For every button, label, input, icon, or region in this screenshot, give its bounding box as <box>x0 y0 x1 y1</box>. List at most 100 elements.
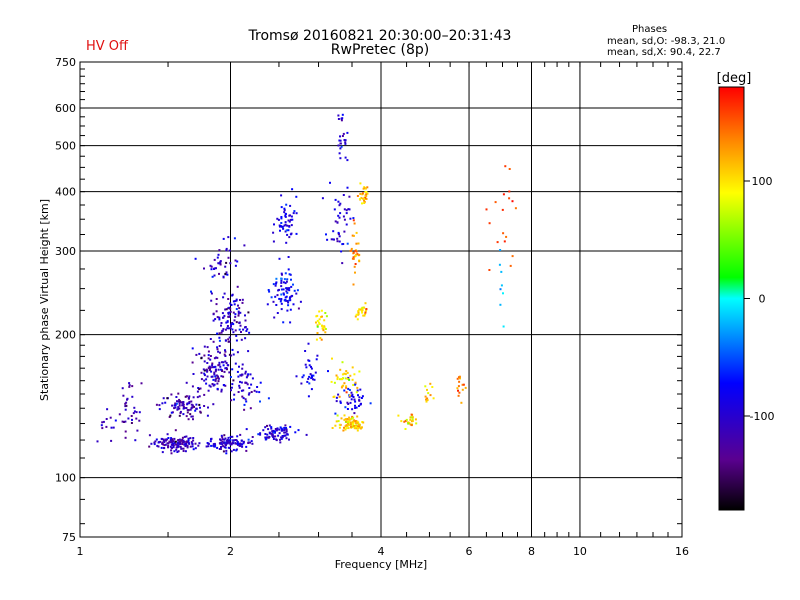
scatter-point <box>345 385 348 388</box>
scatter-point <box>130 415 133 417</box>
scatter-point <box>271 434 274 437</box>
scatter-point <box>297 307 300 310</box>
scatter-point <box>249 373 252 376</box>
scatter-point <box>185 381 188 384</box>
scatter-point <box>176 400 178 403</box>
scatter-point <box>220 375 223 378</box>
scatter-point <box>352 219 355 222</box>
scatter-point <box>153 443 156 446</box>
scatter-point <box>226 368 228 371</box>
scatter-point <box>278 288 280 291</box>
scatter-point <box>195 407 198 410</box>
scatter-point <box>250 440 253 443</box>
scatter-point <box>157 445 160 448</box>
scatter-point <box>272 231 275 234</box>
scatter-point <box>274 284 277 287</box>
scatter-point <box>268 290 271 293</box>
scatter-point <box>281 436 284 439</box>
scatter-point <box>134 439 137 442</box>
scatter-point <box>322 329 325 332</box>
scatter-point <box>230 450 233 453</box>
scatter-point <box>343 382 346 385</box>
scatter-point <box>217 375 219 378</box>
scatter-point <box>357 394 359 397</box>
scatter-point <box>219 261 222 264</box>
scatter-point <box>232 331 235 334</box>
scatter-point <box>196 396 199 399</box>
scatter-point <box>338 204 341 207</box>
scatter-point <box>345 209 348 212</box>
scatter-point <box>174 404 177 407</box>
scatter-point <box>249 407 252 410</box>
scatter-point <box>222 364 225 367</box>
scatter-point <box>334 220 337 223</box>
scatter-point <box>162 443 164 446</box>
scatter-point <box>266 303 269 306</box>
scatter-point <box>343 218 346 221</box>
scatter-point <box>177 406 180 409</box>
scatter-point <box>229 307 232 310</box>
scatter-point <box>169 445 172 448</box>
scatter-point <box>365 308 368 310</box>
scatter-point <box>243 244 246 247</box>
scatter-point <box>341 113 344 116</box>
scatter-point <box>335 374 338 377</box>
scatter-point <box>222 296 225 299</box>
scatter-point <box>316 324 319 327</box>
scatter-point <box>330 238 333 241</box>
scatter-point <box>509 264 512 267</box>
scatter-point <box>369 402 372 405</box>
scatter-point <box>353 427 356 430</box>
scatter-point <box>410 416 413 419</box>
scatter-point <box>105 425 108 428</box>
scatter-point <box>219 368 222 371</box>
scatter-point <box>354 263 357 265</box>
scatter-point <box>281 225 283 228</box>
scatter-point <box>343 372 346 375</box>
scatter-point <box>140 382 143 385</box>
scatter-point <box>203 360 206 363</box>
scatter-point <box>300 382 303 385</box>
scatter-point <box>218 339 221 342</box>
scatter-point <box>196 390 199 393</box>
scatter-point <box>225 452 228 455</box>
scatter-point <box>173 441 176 444</box>
scatter-point <box>288 214 291 217</box>
scatter-point <box>186 411 189 414</box>
scatter-point <box>241 445 244 448</box>
scatter-point <box>508 168 511 170</box>
scatter-point <box>121 420 124 423</box>
scatter-point <box>363 306 366 309</box>
scatter-point <box>339 142 342 145</box>
scatter-point <box>285 428 288 431</box>
scatter-point <box>257 433 260 436</box>
scatter-point <box>346 425 349 427</box>
scatter-point <box>229 262 232 265</box>
scatter-point <box>456 377 459 380</box>
scatter-point <box>244 326 246 329</box>
scatter-point <box>192 418 194 421</box>
scatter-point <box>278 428 281 431</box>
scatter-point <box>210 265 213 268</box>
scatter-point <box>358 198 361 200</box>
scatter-point <box>197 444 200 447</box>
scatter-point <box>213 366 216 369</box>
scatter-point <box>210 292 213 295</box>
scatter-point <box>348 416 351 419</box>
scatter-point <box>354 404 356 407</box>
scatter-point <box>225 271 228 274</box>
scatter-point <box>242 389 245 392</box>
scatter-point <box>209 355 212 357</box>
scatter-point <box>241 373 244 376</box>
scatter-point <box>344 141 347 144</box>
scatter-point <box>359 182 362 185</box>
scatter-point <box>355 427 358 430</box>
scatter-point <box>348 378 351 381</box>
scatter-point <box>221 370 224 372</box>
scatter-point <box>138 419 141 422</box>
scatter-point <box>224 437 227 440</box>
scatter-point <box>102 420 105 423</box>
scatter-point <box>271 430 274 433</box>
scatter-point <box>228 311 231 314</box>
scatter-point <box>344 156 347 159</box>
